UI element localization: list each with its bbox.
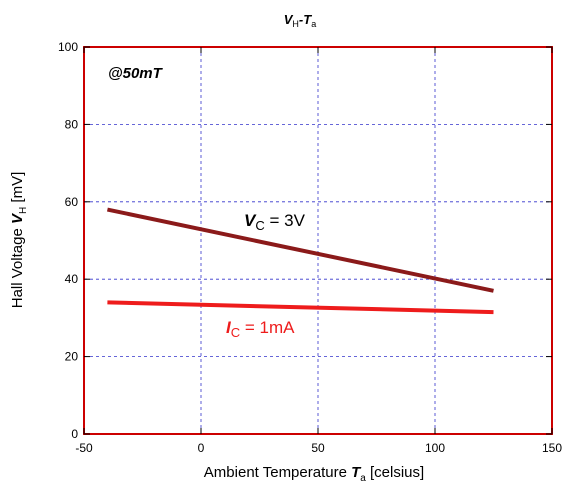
grid [84, 47, 552, 434]
x-axis-title: Ambient Temperature Ta [celsius] [204, 464, 424, 484]
condition-annotation: @50mT [108, 65, 164, 82]
y-tick-label: 100 [58, 40, 78, 54]
x-tick-label: 0 [198, 441, 205, 455]
y-tick-label: 0 [71, 427, 78, 441]
series-line-vc-3v [106, 207, 494, 293]
x-tick-label: -50 [75, 441, 93, 455]
plot-series [106, 207, 494, 315]
x-tick-label: 150 [542, 441, 562, 455]
series-line-ic-1ma [107, 300, 494, 315]
series-label-ic: IC = 1mA [226, 318, 295, 340]
y-tick-label: 60 [65, 195, 79, 209]
chart-title: VH-Ta [284, 12, 316, 29]
x-tick-label: 100 [425, 441, 445, 455]
y-tick-label: 40 [65, 272, 79, 286]
y-tick-label: 20 [65, 350, 79, 364]
series-label-vc: VC = 3V [244, 211, 306, 233]
y-axis-title: Hall Voltage VH [mV] [9, 172, 29, 309]
y-tick-label: 80 [65, 117, 79, 131]
x-tick-label: 50 [311, 441, 325, 455]
